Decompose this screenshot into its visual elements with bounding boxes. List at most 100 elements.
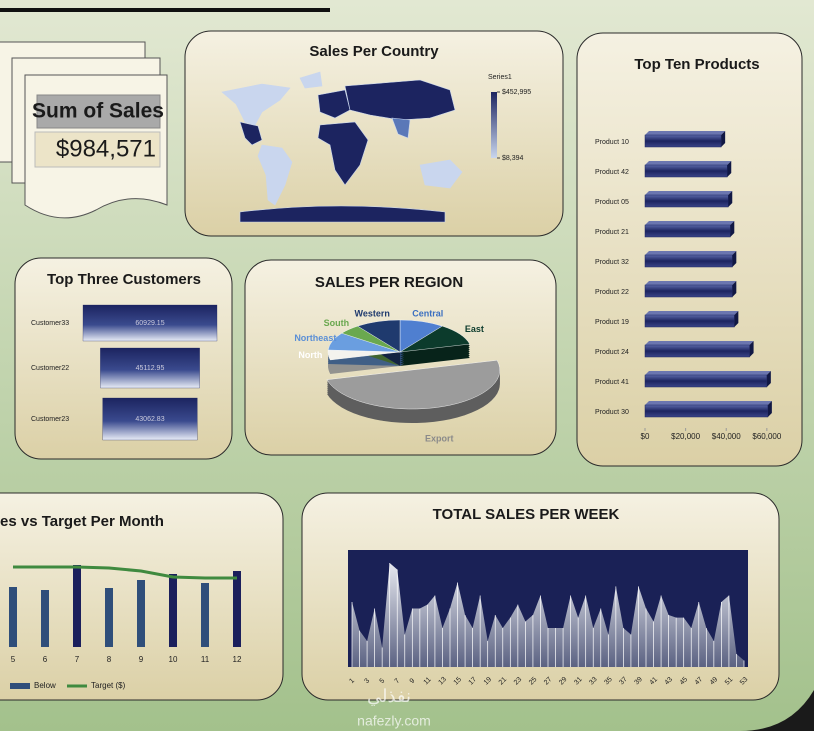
x-tick-label: 43 bbox=[664, 676, 675, 687]
x-tick-label: 41 bbox=[649, 676, 660, 687]
x-tick-label: 37 bbox=[618, 676, 629, 687]
country bbox=[419, 159, 463, 189]
x-tick-label: 47 bbox=[694, 676, 705, 687]
bar bbox=[644, 164, 728, 178]
x-tick-label: 3 bbox=[363, 677, 371, 685]
x-tick-label: 9 bbox=[139, 655, 144, 664]
kpi-title: Sum of Sales bbox=[32, 100, 164, 123]
x-tick-label: 31 bbox=[573, 676, 584, 687]
bar-side bbox=[732, 281, 737, 297]
bar-top bbox=[645, 341, 754, 345]
country bbox=[317, 121, 369, 186]
slice-label: East bbox=[465, 324, 484, 334]
x-tick-label: 5 bbox=[11, 655, 16, 664]
x-tick-label: 5 bbox=[379, 677, 387, 685]
slice-label: Export bbox=[425, 434, 454, 444]
y-tick-label: Product 05 bbox=[595, 199, 629, 206]
bar-side bbox=[749, 341, 754, 357]
bar bbox=[644, 374, 768, 388]
x-tick-label: 23 bbox=[513, 676, 524, 687]
bar bbox=[105, 588, 113, 647]
bar bbox=[102, 397, 198, 441]
colorbar bbox=[491, 92, 497, 158]
x-tick-label: $0 bbox=[641, 432, 650, 441]
slice-label: Western bbox=[355, 308, 390, 318]
category-label: Customer23 bbox=[31, 416, 69, 423]
x-tick-label: 17 bbox=[468, 676, 479, 687]
y-tick-label: Product 41 bbox=[595, 379, 629, 386]
legend-swatch bbox=[10, 683, 30, 689]
x-tick-label: 7 bbox=[75, 655, 80, 664]
bar bbox=[644, 404, 769, 418]
bar bbox=[233, 571, 241, 647]
bar-side bbox=[730, 221, 735, 237]
kpi-value: $984,571 bbox=[56, 135, 156, 162]
bar bbox=[100, 347, 200, 389]
slice-label: Central bbox=[412, 308, 443, 318]
x-tick-label: 49 bbox=[709, 676, 720, 687]
chart-title: Top Three Customers bbox=[47, 271, 201, 288]
x-tick-label: 12 bbox=[233, 655, 242, 664]
legend-label: Target ($) bbox=[91, 681, 126, 690]
x-tick-label: 39 bbox=[633, 676, 644, 687]
bar bbox=[644, 224, 731, 238]
panel bbox=[184, 30, 564, 237]
country bbox=[299, 71, 323, 89]
bar-top bbox=[645, 251, 737, 255]
bar bbox=[644, 134, 722, 148]
bar bbox=[82, 304, 218, 342]
x-tick-label: 1 bbox=[348, 677, 356, 685]
x-tick-label: 7 bbox=[394, 677, 402, 685]
colorbar-label: $8,394 bbox=[502, 155, 524, 162]
y-tick-label: Product 19 bbox=[595, 319, 629, 326]
bar-side bbox=[734, 311, 739, 327]
panel bbox=[576, 32, 803, 467]
bar-top bbox=[645, 131, 726, 135]
slice-label: North bbox=[298, 350, 322, 360]
bar-top bbox=[645, 221, 735, 225]
bar-top bbox=[645, 371, 771, 375]
x-tick-label: 53 bbox=[739, 676, 750, 687]
country bbox=[239, 121, 263, 146]
bar-side bbox=[766, 371, 771, 387]
watermark: nafezly.com bbox=[357, 713, 431, 729]
bar bbox=[644, 194, 729, 208]
target-line bbox=[13, 565, 237, 580]
category-label: Customer22 bbox=[31, 365, 69, 372]
bar-side bbox=[767, 401, 772, 417]
bar bbox=[169, 574, 177, 647]
x-tick-label: 19 bbox=[483, 676, 494, 687]
bar bbox=[201, 583, 209, 647]
x-tick-label: 29 bbox=[558, 676, 569, 687]
colorbar-label: $452,995 bbox=[502, 89, 531, 96]
x-tick-label: 45 bbox=[679, 676, 690, 687]
bar-top bbox=[645, 191, 733, 195]
slice-label: South bbox=[324, 318, 350, 328]
country bbox=[239, 205, 446, 223]
bar-side bbox=[721, 131, 726, 147]
bar-top bbox=[645, 161, 732, 165]
slice-label: Northeast bbox=[294, 333, 336, 343]
x-tick-label: 13 bbox=[437, 676, 448, 687]
bar-side bbox=[732, 251, 737, 267]
x-tick-label: 15 bbox=[453, 676, 464, 687]
y-tick-label: Product 21 bbox=[595, 229, 629, 236]
bar-top bbox=[645, 311, 739, 315]
kpi-label-box bbox=[36, 94, 161, 129]
legend-title: Series1 bbox=[488, 74, 512, 81]
chart-title: Sales Per Country bbox=[309, 43, 439, 60]
bar bbox=[9, 587, 17, 647]
data-label: 43062.83 bbox=[135, 416, 164, 423]
legend-label: Below bbox=[34, 681, 56, 690]
pie-slice bbox=[399, 325, 471, 353]
chart-title: SALES PER REGION bbox=[315, 274, 463, 291]
x-tick-label: 8 bbox=[107, 655, 112, 664]
x-tick-label: 11 bbox=[423, 676, 433, 686]
y-tick-label: Product 42 bbox=[595, 169, 629, 176]
pie-slice bbox=[357, 319, 401, 353]
bar bbox=[41, 590, 49, 647]
chart-title: es vs Target Per Month bbox=[0, 513, 164, 530]
corner bbox=[740, 690, 814, 731]
